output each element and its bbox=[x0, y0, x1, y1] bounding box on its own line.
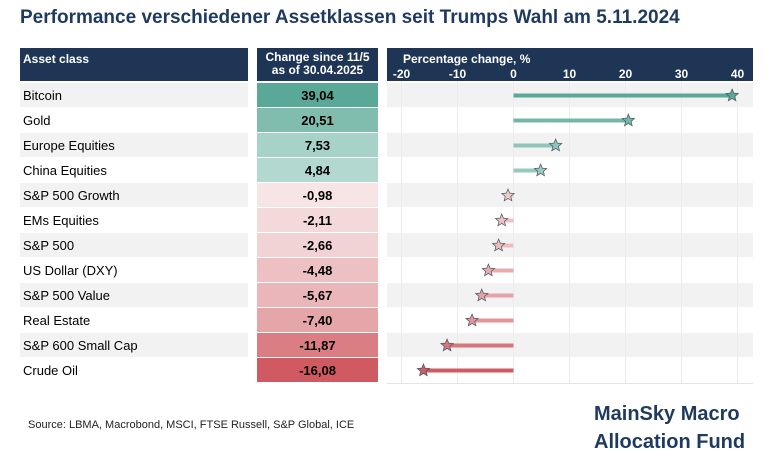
x-tick-label: -20 bbox=[393, 67, 411, 81]
star-marker bbox=[439, 338, 455, 352]
brand-line2: Allocation Fund bbox=[594, 431, 746, 453]
asset-label: EMs Equities bbox=[23, 213, 99, 228]
value-cell: 7,53 bbox=[257, 133, 378, 157]
asset-label: S&P 500 Value bbox=[23, 288, 110, 303]
asset-label: S&P 600 Small Cap bbox=[23, 338, 138, 353]
asset-label: Bitcoin bbox=[23, 88, 63, 103]
x-tick-label: 20 bbox=[619, 67, 633, 81]
x-tick-label: -10 bbox=[449, 67, 467, 81]
row-background bbox=[20, 233, 248, 257]
page-title: Performance verschiedener Assetklassen s… bbox=[20, 7, 680, 28]
value-cell: 4,84 bbox=[257, 158, 378, 182]
row-background bbox=[20, 333, 248, 357]
star-marker bbox=[548, 138, 563, 152]
chart-title: Percentage change, % bbox=[403, 52, 531, 66]
star-marker bbox=[494, 213, 509, 227]
value-cell: -2,66 bbox=[257, 233, 378, 257]
header-chart: Percentage change, % -20 -10 0 10 20 30 40 bbox=[387, 48, 753, 81]
asset-label: S&P 500 Growth bbox=[23, 188, 120, 203]
bar-chart bbox=[401, 81, 740, 383]
asset-label: Crude Oil bbox=[23, 363, 78, 378]
value-cell: -16,08 bbox=[257, 358, 378, 382]
value-cell: 39,04 bbox=[257, 83, 378, 107]
asset-label: Europe Equities bbox=[23, 138, 115, 153]
asset-label: S&P 500 bbox=[23, 238, 75, 253]
x-tick-label: 0 bbox=[510, 67, 517, 81]
star-marker bbox=[465, 313, 480, 327]
star-marker bbox=[533, 163, 548, 177]
x-axis-ticks: -20 -10 0 10 20 30 40 bbox=[393, 67, 745, 81]
row-background bbox=[20, 183, 248, 207]
star-marker bbox=[481, 263, 496, 277]
star-marker bbox=[416, 363, 431, 377]
value-cell: -11,87 bbox=[257, 333, 378, 357]
header-change-line1: Change since 11/5 bbox=[265, 50, 370, 64]
header-change-line2: as of 30.04.2025 bbox=[271, 63, 364, 77]
brand-line1: MainSky Macro bbox=[594, 403, 740, 425]
asset-label: China Equities bbox=[23, 163, 107, 178]
header-asset-class: Asset class bbox=[20, 48, 248, 81]
row-background bbox=[20, 133, 248, 157]
source-note: Source: LBMA, Macrobond, MSCI, FTSE Russ… bbox=[28, 419, 355, 431]
star-marker bbox=[474, 288, 489, 302]
star-marker bbox=[500, 188, 516, 202]
value-cell: -4,48 bbox=[257, 258, 378, 282]
row-background bbox=[20, 283, 248, 307]
star-marker bbox=[725, 88, 740, 102]
value-cell: 20,51 bbox=[257, 108, 378, 132]
brand-logo: MainSky Macro Allocation Fund bbox=[594, 400, 745, 456]
row-background bbox=[20, 83, 248, 107]
x-tick-label: 40 bbox=[731, 67, 745, 81]
value-cell: -7,40 bbox=[257, 308, 378, 332]
chart-bottom-border bbox=[387, 383, 753, 384]
value-cell: -2,11 bbox=[257, 208, 378, 232]
value-cell: -0,98 bbox=[257, 183, 378, 207]
star-marker bbox=[491, 238, 506, 252]
x-tick-label: 10 bbox=[563, 67, 577, 81]
x-tick-label: 30 bbox=[675, 67, 689, 81]
asset-label: Real Estate bbox=[23, 313, 91, 328]
star-marker bbox=[621, 113, 636, 127]
asset-label: US Dollar (DXY) bbox=[23, 263, 118, 278]
header-change: Change since 11/5 as of 30.04.2025 bbox=[257, 48, 378, 81]
asset-label: Gold bbox=[23, 113, 51, 128]
value-cell: -5,67 bbox=[257, 283, 378, 307]
header-asset-class-label: Asset class bbox=[23, 52, 90, 66]
